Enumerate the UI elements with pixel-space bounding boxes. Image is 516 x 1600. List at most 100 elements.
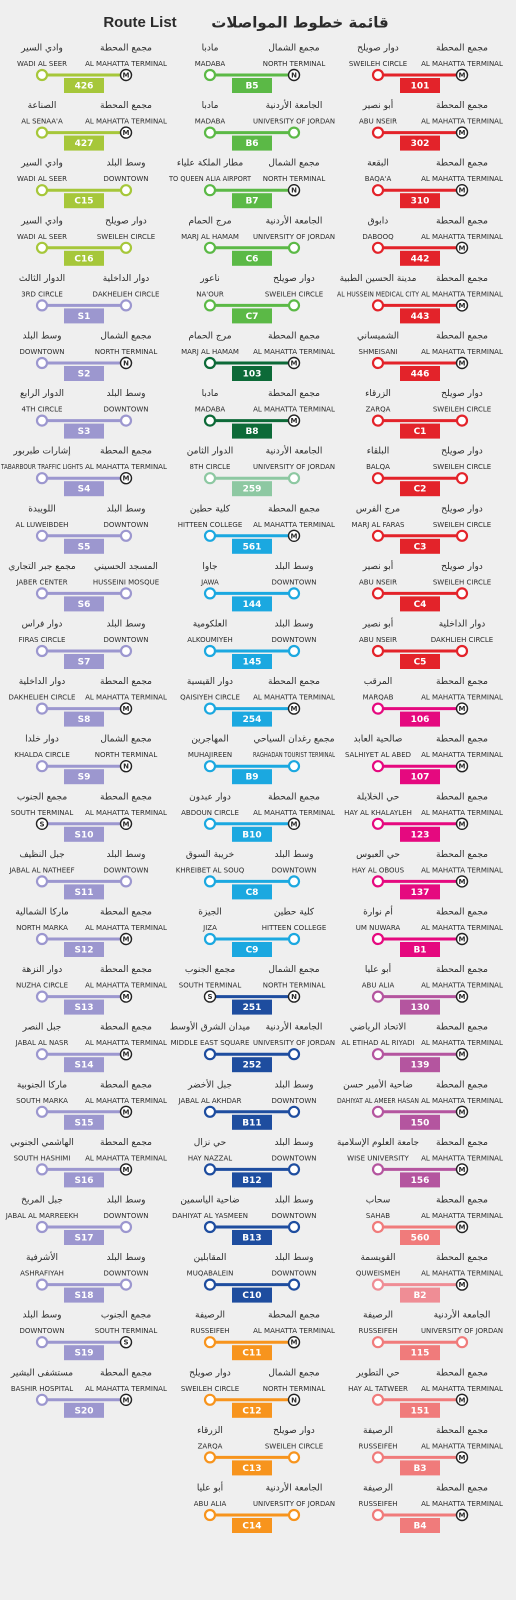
- route-badge: [400, 1460, 440, 1476]
- stop-name-en: AL MAHATTA TERMINAL: [253, 809, 335, 817]
- terminal-letter: M: [459, 878, 466, 886]
- stop-circle: [203, 1220, 217, 1234]
- route-card: دوار صويلح SWEILEH CIRCLE ناعور NA'OUR C7: [196, 274, 323, 324]
- terminal-icon: [287, 414, 301, 427]
- terminal-letter: M: [123, 475, 130, 483]
- stop-name-ar: دوار صويلح: [441, 447, 483, 457]
- route-badge: [64, 481, 104, 497]
- stop-name-ar: الجامعة الأردنية: [266, 99, 323, 111]
- stop-name-ar: الهاشمي الجنوبي: [10, 1138, 74, 1148]
- stop-name-en: ABDOUN CIRCLE: [181, 809, 239, 817]
- stop-name-en: DOWNTOWN: [103, 175, 148, 183]
- terminal-letter: M: [459, 1224, 466, 1232]
- stop-name-en: SOUTH HASHIMI: [14, 1154, 71, 1162]
- stop-name-en: AL MAHATTA TERMINAL: [85, 982, 167, 990]
- stop-circle: [203, 932, 217, 946]
- route-badge: [232, 1287, 272, 1303]
- route-badge: [400, 769, 440, 785]
- terminal-icon: [119, 1335, 133, 1349]
- stop-name-ar: مجمع المحطة: [436, 1368, 488, 1378]
- stop-name-ar: مجمع المحطة: [436, 965, 488, 975]
- stop-name-en: DOWNTOWN: [271, 578, 316, 586]
- terminal-icon: [119, 356, 133, 370]
- route-card: وسط البلد DOWNTOWN دوار فراس FIRAS CIRCLE S7: [19, 620, 149, 669]
- stop-name-en: SWEILEH CIRCLE: [265, 1442, 323, 1450]
- stop-name-en: AL MAHATTA TERMINAL: [421, 60, 503, 68]
- route-badge: [232, 1402, 272, 1418]
- stop-name-en: SWEILEH CIRCLE: [349, 60, 407, 68]
- stop-circle: [119, 644, 133, 658]
- stop-name-ar: الاتحاد الرياضي: [350, 1023, 406, 1033]
- stop-name-en: ZARQA: [366, 406, 391, 414]
- route-number: 150: [411, 1118, 430, 1128]
- stop-name-ar: وادي السير: [20, 159, 63, 169]
- stop-name-ar: وادي السير: [20, 216, 63, 226]
- route-card: الجامعة الأردنية UNIVERSITY OF JORDANميدا…: [170, 1021, 335, 1073]
- stop-name-en: DOWNTOWN: [271, 866, 316, 874]
- stop-circle: [203, 875, 217, 888]
- stop-name-ar: أبو نصير: [362, 99, 394, 111]
- stop-circle: [371, 932, 385, 946]
- route-number: C1: [414, 427, 427, 437]
- stop-name-en: HAY AL OBOUS: [352, 866, 405, 874]
- route-card: وسط البلد DOWNTOWN العلكومية ALKOUMIYEH 145: [187, 620, 317, 669]
- route-badge: [400, 596, 440, 612]
- terminal-letter: M: [123, 72, 130, 80]
- route-number: S13: [74, 1003, 93, 1013]
- stop-circle: [287, 875, 301, 888]
- route-badge: [232, 423, 272, 439]
- stop-circle: [287, 1105, 301, 1118]
- stop-name-ar: العلكومية: [193, 620, 228, 630]
- route-badge: [400, 1518, 440, 1533]
- route-number: 251: [243, 1003, 262, 1013]
- stop-name-ar: حي العبوس: [356, 850, 400, 860]
- stop-circle: [287, 587, 301, 600]
- route-badge: [400, 1402, 440, 1418]
- terminal-icon: [119, 990, 133, 1003]
- stop-name-ar: مجمع الشمال: [100, 735, 151, 745]
- stop-name-en: AL MAHATTA TERMINAL: [421, 751, 503, 759]
- stop-circle: [119, 1220, 133, 1234]
- stop-name-en: SWEILEH CIRCLE: [97, 233, 155, 241]
- stop-name-ar: وسط البلد: [275, 1253, 314, 1263]
- stop-circle: [371, 644, 385, 658]
- route-number: 137: [411, 888, 430, 898]
- stop-name-en: SALHIYET AL ABED: [345, 751, 411, 759]
- terminal-letter: M: [123, 1166, 130, 1174]
- route-badge: [400, 711, 440, 727]
- stop-circle: [119, 184, 133, 197]
- stop-circle: [119, 875, 133, 888]
- stop-circle: [203, 644, 217, 658]
- stop-circle: [371, 817, 385, 830]
- terminal-icon: [119, 760, 133, 773]
- route-card: وسط البلد DOWNTOWN الأشرفية ASHRAFIYAH S18: [20, 1251, 149, 1303]
- route-card: وسط البلد DOWNTOWN جبل المريخ JABAL AL MARR…: [5, 1196, 149, 1245]
- route-badge: [400, 884, 440, 900]
- stop-name-ar: جاوا: [202, 562, 217, 572]
- route-card: مجمع المحطة AL MAHATTA TERMINAL دابوق DABOO…: [362, 216, 503, 266]
- stop-name-en: DAHIYAT AL AMEER HASAN: [337, 1097, 419, 1105]
- stop-name-ar: دوار صويلح: [357, 44, 399, 54]
- route-card: مجمع المحطة AL MAHATTA TERMINAL دوار صويلح…: [349, 44, 503, 93]
- stop-name-ar: الجامعة الأردنية: [266, 445, 323, 457]
- terminal-letter: M: [459, 1108, 466, 1116]
- route-card: مجمع الجنوب SOUTH TERMINAL وسط البلد DOWNTO…: [19, 1311, 157, 1361]
- stop-name-en: AL MAHATTA TERMINAL: [253, 406, 335, 414]
- stop-name-ar: دوار الداخلية: [439, 620, 486, 630]
- stop-name-ar: مجمع المحطة: [436, 850, 488, 860]
- stop-circle: [203, 299, 217, 312]
- stop-circle: [35, 875, 49, 888]
- stop-name-en: JABAL AL NATHEEF: [8, 866, 74, 874]
- terminal-letter: M: [123, 705, 130, 713]
- route-number: 561: [243, 542, 262, 552]
- route-card: مجمع المحطة AL MAHATTA TERMINAL ماركا الشم…: [15, 908, 167, 957]
- stop-circle: [371, 587, 385, 600]
- stop-name-en: FIRAS CIRCLE: [19, 636, 66, 644]
- stop-name-en: SWEILEH CIRCLE: [433, 521, 491, 529]
- stop-name-ar: مجمع المحطة: [436, 44, 488, 54]
- stop-name-en: DOWNTOWN: [19, 1327, 64, 1335]
- terminal-icon: [119, 702, 133, 715]
- route-number: 443: [411, 312, 430, 322]
- route-card: وسط البلد DOWNTOWN جاوا JAWA 144: [200, 562, 317, 612]
- stop-circle: [35, 1278, 49, 1291]
